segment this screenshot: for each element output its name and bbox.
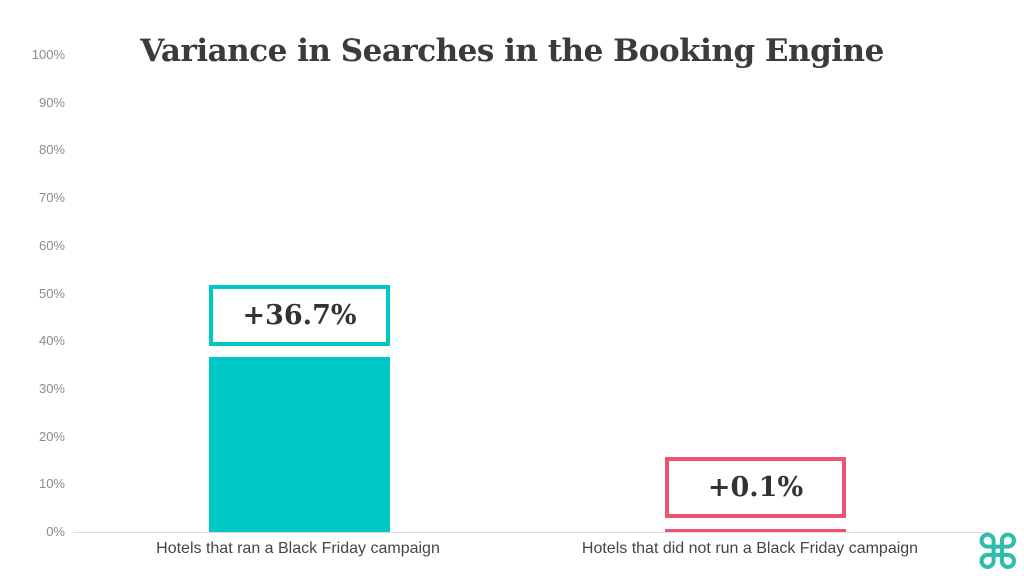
x-axis-baseline (73, 532, 990, 533)
value-label-box-ran-campaign: +36.7% (209, 284, 390, 346)
y-tick-label: 50% (38, 285, 65, 301)
y-tick-label: 20% (38, 428, 65, 444)
value-label-box-did-not-run-campaign: +0.1% (665, 457, 846, 518)
y-tick-label: 0% (46, 524, 65, 539)
y-tick-label: 30% (38, 380, 65, 396)
y-tick-label: 70% (38, 190, 65, 206)
category-label-did-not-run-campaign: Hotels that did not run a Black Friday c… (581, 540, 919, 557)
y-tick-label: 40% (38, 333, 65, 349)
command-logo-icon: ⌘ (975, 525, 1020, 576)
bar-did-not-run-campaign (665, 529, 846, 532)
y-tick-label: 100% (31, 47, 65, 62)
bar-ran-campaign (209, 356, 390, 532)
y-tick-label: 60% (38, 237, 65, 253)
chart-title: Variance in Searches in the Booking Engi… (140, 33, 884, 69)
y-tick-label: 80% (38, 142, 65, 158)
y-tick-label: 10% (38, 476, 65, 492)
category-label-ran-campaign: Hotels that ran a Black Friday campaign (156, 540, 440, 557)
y-tick-label: 90% (38, 94, 65, 110)
